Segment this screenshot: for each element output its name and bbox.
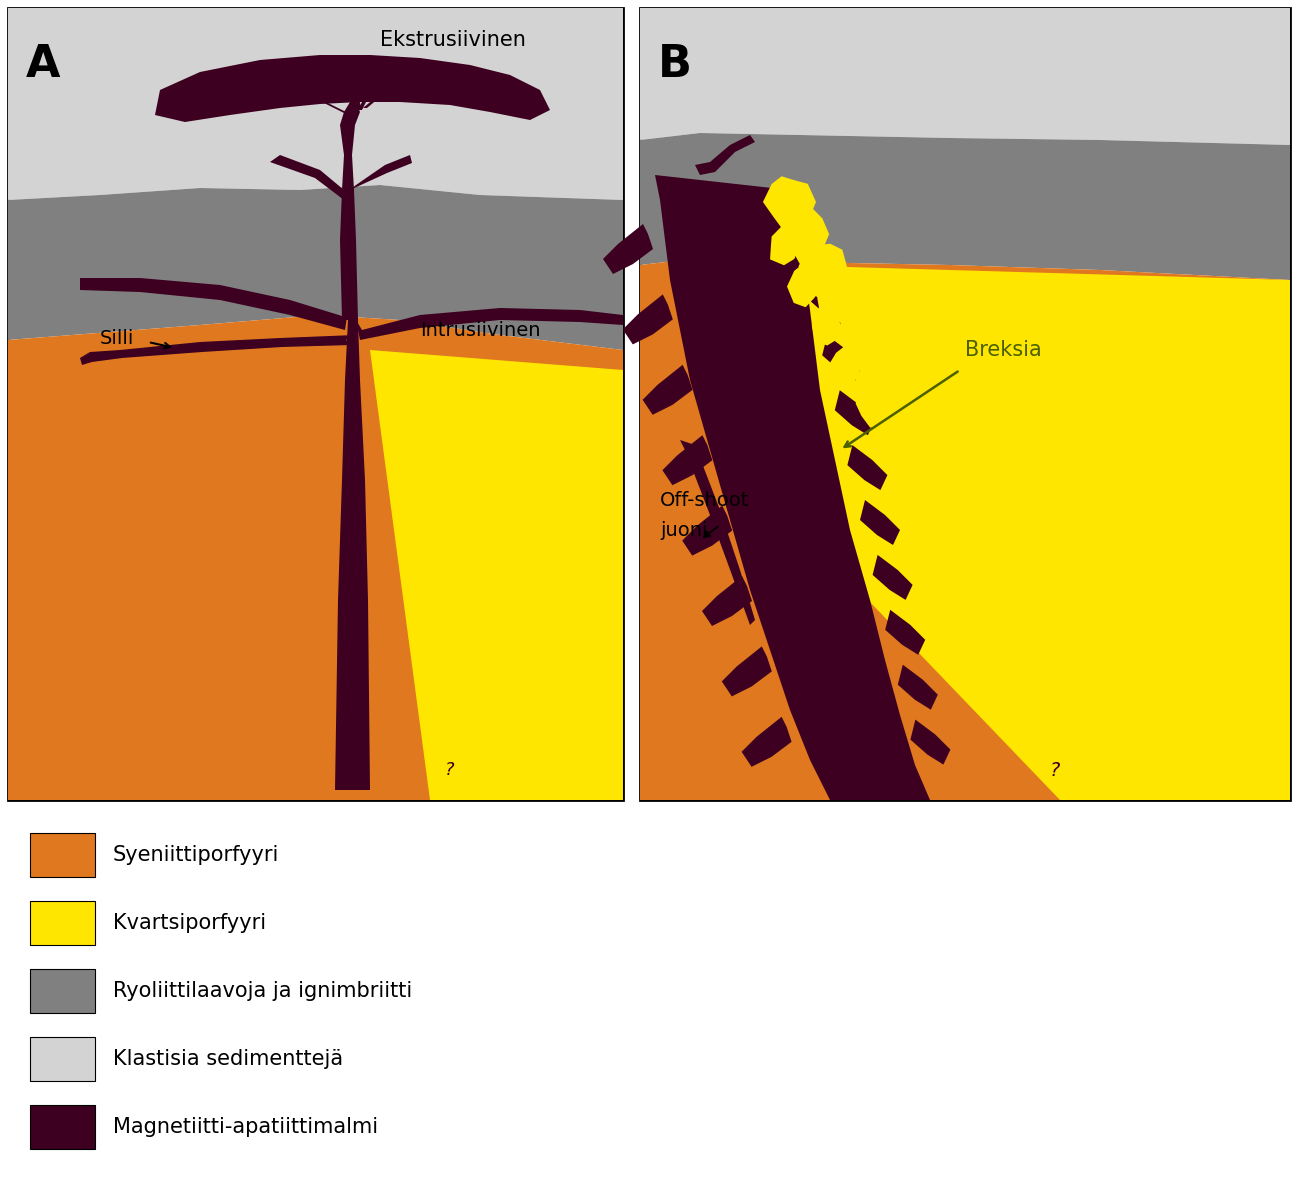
Polygon shape [873,368,922,424]
Polygon shape [938,537,974,580]
Polygon shape [857,333,902,393]
Polygon shape [822,336,863,380]
Polygon shape [81,335,355,365]
Polygon shape [999,596,1042,649]
Polygon shape [860,499,900,545]
Text: Klastisia sedimenttejä: Klastisia sedimenttejä [113,1048,343,1068]
Polygon shape [964,577,992,618]
Polygon shape [662,435,712,485]
Polygon shape [370,350,624,800]
Polygon shape [1011,621,1063,674]
Polygon shape [30,1037,95,1081]
Polygon shape [787,262,822,307]
Polygon shape [911,720,951,765]
Text: Intrusiivinen: Intrusiivinen [420,320,540,339]
Polygon shape [876,422,908,459]
Polygon shape [603,224,653,274]
Polygon shape [891,402,938,451]
Text: Syeniittiporfyyri: Syeniittiporfyyri [113,845,279,865]
Polygon shape [798,225,837,271]
Polygon shape [812,306,840,345]
Polygon shape [873,555,913,600]
Polygon shape [908,428,953,491]
Polygon shape [643,365,692,415]
Polygon shape [986,621,1013,657]
Polygon shape [640,133,1290,280]
Polygon shape [847,445,887,490]
Polygon shape [640,8,1290,800]
Polygon shape [359,80,377,110]
Polygon shape [81,278,355,330]
Polygon shape [957,525,1007,584]
Polygon shape [340,155,359,320]
Polygon shape [330,320,370,790]
Polygon shape [30,969,95,1013]
Polygon shape [701,576,752,626]
Polygon shape [308,95,352,115]
Polygon shape [839,299,882,362]
Polygon shape [30,901,95,945]
Polygon shape [896,459,933,498]
Polygon shape [829,343,861,385]
Text: Breksia: Breksia [965,340,1042,360]
Polygon shape [30,833,95,876]
Polygon shape [921,503,953,537]
Polygon shape [742,716,791,767]
Polygon shape [944,496,990,552]
Text: Magnetiitti-apatiittimalmi: Magnetiitti-apatiittimalmi [113,1117,378,1137]
Polygon shape [1053,689,1092,742]
Polygon shape [763,177,816,232]
Polygon shape [695,135,755,176]
Polygon shape [8,8,624,800]
Polygon shape [348,75,362,110]
Polygon shape [270,155,349,200]
Polygon shape [722,647,772,696]
Text: Off-shoot: Off-shoot [660,490,750,510]
Polygon shape [640,258,1290,800]
Text: ?: ? [446,761,455,779]
Polygon shape [799,244,847,298]
Polygon shape [356,307,624,340]
Polygon shape [770,224,799,265]
Polygon shape [809,280,850,325]
Polygon shape [682,505,733,556]
Text: juoni: juoni [660,521,708,540]
Polygon shape [655,176,930,800]
Polygon shape [1030,656,1083,707]
Polygon shape [817,271,866,325]
Text: ?: ? [1050,761,1060,780]
Text: Ryoliittilaavoja ja ignimbriitti: Ryoliittilaavoja ja ignimbriitti [113,981,412,1001]
Text: Kvartsiporfyyri: Kvartsiporfyyri [113,913,266,933]
Polygon shape [340,102,360,155]
Polygon shape [8,8,624,200]
Polygon shape [8,185,624,350]
Polygon shape [640,8,1290,145]
Polygon shape [835,390,874,435]
Polygon shape [781,210,829,264]
Text: B: B [659,44,692,86]
Polygon shape [770,265,1290,800]
Text: Silli: Silli [100,329,134,348]
Polygon shape [622,294,673,344]
Polygon shape [856,382,890,428]
Polygon shape [929,462,972,523]
Polygon shape [30,1105,95,1149]
Polygon shape [679,441,755,626]
Polygon shape [329,80,362,110]
Polygon shape [898,664,938,709]
Polygon shape [8,315,624,800]
Text: A: A [26,44,61,86]
Polygon shape [362,82,397,108]
Polygon shape [349,155,412,190]
Polygon shape [885,610,925,655]
Polygon shape [1009,655,1035,694]
Polygon shape [155,55,549,123]
Polygon shape [983,560,1022,617]
Polygon shape [1070,717,1115,773]
Text: Ekstrusiivinen: Ekstrusiivinen [381,29,526,49]
